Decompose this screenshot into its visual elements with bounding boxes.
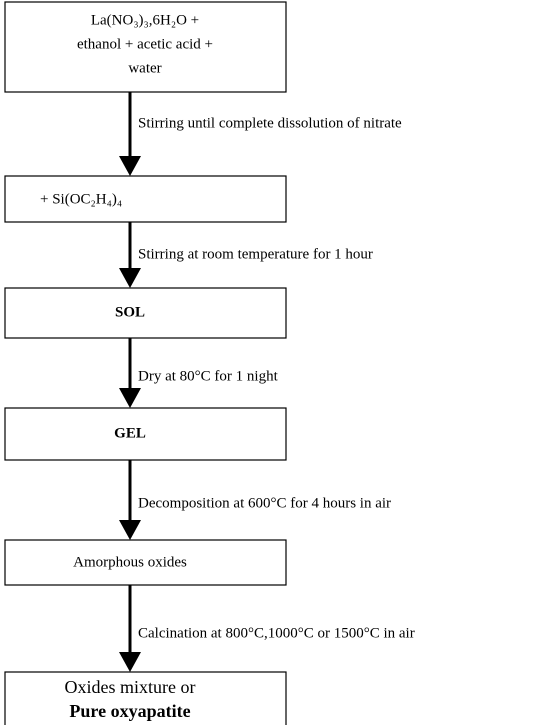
node-text: water <box>128 60 161 76</box>
arrow-head <box>119 388 141 408</box>
node-text: SOL <box>115 304 145 320</box>
arrow-head <box>119 268 141 288</box>
edge-label: Dry at 80°C for 1 night <box>138 368 279 384</box>
node-text: Amorphous oxides <box>73 554 187 570</box>
node-text: + Si(OC₂H₄)₄ <box>40 191 122 207</box>
node-box <box>4 287 287 339</box>
node-box <box>4 671 287 725</box>
node-text: GEL <box>114 425 146 441</box>
edge-label: Stirring at room temperature for 1 hour <box>138 246 373 262</box>
node-text: ethanol + acetic acid + <box>77 36 213 52</box>
node-box <box>4 1 287 93</box>
node-text: Pure oxyapatite <box>69 701 190 721</box>
arrow-head <box>119 520 141 540</box>
edge-label: Decomposition at 600°C for 4 hours in ai… <box>138 495 391 511</box>
node-box <box>4 407 287 461</box>
edge-label: Stirring until complete dissolution of n… <box>138 115 402 131</box>
edge-label: Calcination at 800°C,1000°C or 1500°C in… <box>138 625 415 641</box>
arrow-head <box>119 652 141 672</box>
node-text: La(NO₃)₃,6H₂O + <box>91 12 199 28</box>
node-text: Oxides mixture or <box>65 677 196 697</box>
node-box <box>4 539 287 586</box>
node-box <box>4 175 287 223</box>
arrow-head <box>119 156 141 176</box>
